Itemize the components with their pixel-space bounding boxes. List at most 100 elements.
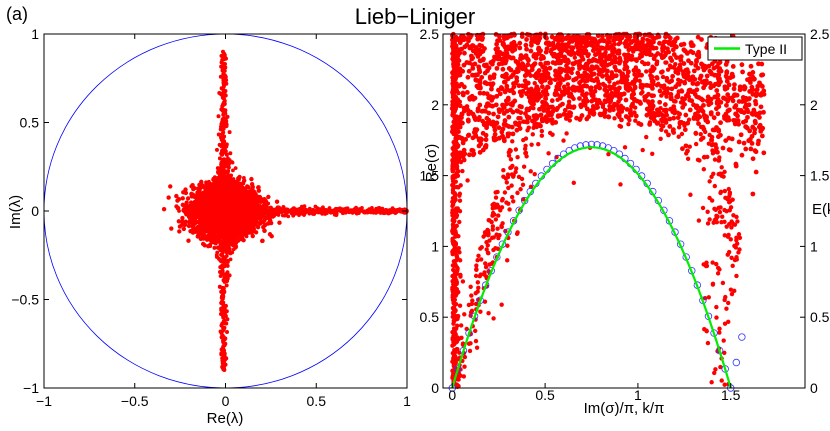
- left-point: [206, 187, 211, 192]
- left-point: [222, 116, 227, 121]
- left-point: [216, 132, 221, 137]
- left-xlabel: Re(λ): [207, 410, 244, 427]
- right-point: [462, 50, 467, 56]
- left-point: [260, 238, 265, 243]
- left-point: [257, 207, 262, 212]
- left-point: [256, 185, 261, 190]
- left-point: [169, 226, 174, 231]
- left-point: [223, 120, 228, 125]
- left-point: [198, 192, 203, 197]
- left-scatter-plot: −1 −0.5 0 0.5 1−1−0.500.51 Re(λ) Im(λ): [7, 26, 411, 427]
- left-point: [251, 210, 256, 215]
- left-point: [222, 219, 227, 224]
- left-point: [238, 229, 242, 233]
- left-point: [269, 234, 274, 239]
- left-point: [244, 234, 249, 239]
- left-point: [232, 184, 237, 189]
- left-point: [215, 250, 220, 255]
- left-point: [224, 283, 229, 288]
- left-point: [252, 195, 256, 200]
- left-point: [222, 368, 227, 373]
- left-point: [161, 206, 167, 212]
- left-point: [226, 245, 230, 250]
- left-point: [216, 114, 221, 119]
- left-point: [191, 186, 196, 192]
- left-point: [371, 210, 376, 215]
- left-point: [218, 183, 223, 188]
- left-point: [200, 235, 205, 240]
- left-point: [247, 191, 252, 195]
- left-point: [315, 209, 320, 214]
- left-point: [247, 221, 252, 226]
- left-point: [356, 208, 361, 213]
- left-point: [166, 195, 171, 200]
- left-point: [249, 181, 255, 187]
- left-point: [224, 214, 229, 219]
- left-point: [222, 64, 227, 69]
- right-marks: [448, 31, 767, 392]
- left-point: [199, 205, 204, 210]
- left-point: [239, 219, 244, 223]
- left-point: [225, 329, 230, 334]
- left-point: [221, 363, 226, 368]
- left-point: [236, 188, 241, 193]
- left-point: [240, 224, 245, 228]
- left-point: [190, 182, 195, 188]
- left-point: [218, 219, 223, 224]
- left-point: [281, 204, 286, 209]
- right-point: [750, 156, 756, 162]
- left-point: [221, 89, 226, 94]
- left-point: [243, 187, 248, 191]
- left-marks: [43, 33, 409, 389]
- left-point: [203, 193, 208, 197]
- left-point: [386, 211, 391, 216]
- left-point: [238, 199, 242, 204]
- left-point: [270, 214, 275, 219]
- left-point: [222, 260, 227, 265]
- left-point: [231, 247, 236, 252]
- left-point: [241, 181, 246, 186]
- left-point: [219, 60, 224, 65]
- left-point: [221, 340, 226, 345]
- left-point: [226, 156, 230, 161]
- left-point: [379, 210, 383, 215]
- left-point: [315, 206, 320, 210]
- left-point: [354, 211, 359, 216]
- left-point: [248, 197, 253, 202]
- left-point: [220, 285, 225, 290]
- left-point: [347, 210, 352, 214]
- left-point: [221, 96, 226, 101]
- left-point: [274, 199, 280, 204]
- left-point: [209, 212, 214, 216]
- left-point: [208, 238, 212, 242]
- figure-title: Lieb−Liniger: [355, 4, 475, 29]
- left-point: [276, 213, 281, 217]
- left-point: [238, 210, 242, 214]
- left-point: [201, 209, 206, 214]
- left-point: [275, 205, 280, 210]
- left-point: [218, 213, 223, 218]
- left-point: [220, 241, 225, 246]
- left-point: [219, 299, 224, 304]
- left-point: [228, 208, 233, 213]
- left-point: [214, 147, 219, 152]
- left-point: [262, 218, 267, 223]
- left-point: [219, 162, 224, 167]
- left-point: [212, 180, 216, 185]
- left-point: [228, 187, 233, 192]
- right-point: [464, 89, 470, 95]
- left-point: [234, 200, 239, 204]
- left-point: [222, 54, 227, 59]
- left-point: [174, 193, 179, 199]
- left-point: [214, 185, 219, 190]
- left-point: [186, 238, 191, 243]
- left-xtick-label: 0: [222, 393, 230, 409]
- left-point: [344, 209, 349, 214]
- left-point: [206, 215, 210, 220]
- left-point: [217, 233, 222, 238]
- left-point: [194, 205, 199, 209]
- left-point: [241, 208, 246, 212]
- left-point: [211, 237, 216, 241]
- left-point: [220, 124, 225, 129]
- left-point: [183, 187, 188, 192]
